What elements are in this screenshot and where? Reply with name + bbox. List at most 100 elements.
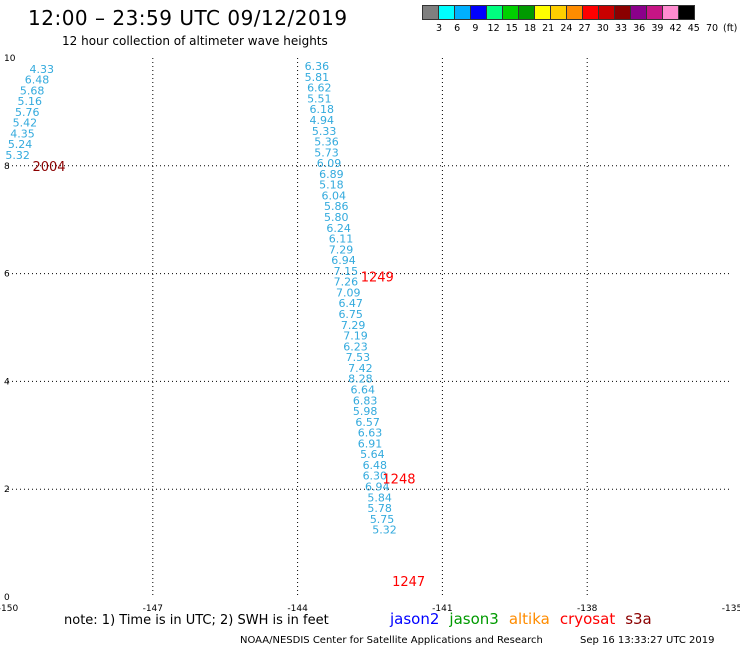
axis-tick-labels: -150 -147 -144 -141 -138 -135 0 2 4 6 8 10 [0, 54, 740, 614]
color-scale-label: 3 [435, 23, 443, 34]
credit-line: NOAA/NESDIS Center for Satellite Applica… [240, 635, 543, 646]
wave-height-point: 6.64 [351, 383, 376, 396]
wave-height-point: 5.75 [370, 513, 395, 526]
wave-height-point: 7.26 [334, 276, 359, 289]
x-tick-label: -147 [143, 604, 163, 614]
legend-entry: jason2 [390, 610, 440, 628]
wave-height-point: 6.11 [329, 233, 354, 246]
data-point-labels: 4.336.485.685.165.765.424.355.245.326.36… [5, 60, 396, 537]
wave-height-point: 5.33 [312, 125, 337, 138]
legend-entry: jason3 [449, 610, 499, 628]
wave-height-point: 5.16 [17, 95, 42, 108]
wave-height-point: 5.68 [20, 84, 45, 97]
wave-height-point: 5.42 [13, 117, 38, 130]
x-tick-label: -150 [0, 604, 18, 614]
color-scale-label: 27 [578, 23, 591, 34]
color-scale-labels: 3 6 9 12 15 18 21 24 27 30 33 36 39 42 45 70 (ft) [422, 23, 737, 35]
color-scale-label: 45 [687, 23, 700, 34]
wave-height-point: 5.98 [353, 405, 378, 418]
color-scale-label: 24 [560, 23, 573, 34]
wave-height-point: 7.29 [329, 243, 354, 256]
track-time-label: 2004 [32, 160, 65, 175]
footnote: note: 1) Time is in UTC; 2) SWH is in fe… [64, 613, 329, 628]
y-tick-label: 0 [4, 593, 10, 603]
wave-height-point: 6.91 [358, 437, 383, 450]
wave-height-point: 7.42 [348, 362, 373, 375]
color-scale-label: 39 [651, 23, 664, 34]
color-scale-label: 33 [614, 23, 628, 34]
x-tick-label: -141 [432, 604, 452, 614]
wave-height-point: 6.57 [355, 416, 380, 429]
color-scale-label: 6 [454, 23, 461, 34]
color-swatch [678, 5, 695, 20]
color-scale-label: 70 [705, 23, 719, 34]
wave-height-point: 7.15 [334, 265, 359, 278]
wave-height-point: 6.24 [326, 222, 351, 235]
wave-height-point: 6.18 [309, 103, 334, 116]
wave-height-point: 6.04 [322, 189, 347, 202]
legend-entry: cryosat [559, 610, 616, 628]
wave-height-point: 6.30 [363, 470, 388, 483]
wave-height-point: 4.33 [30, 63, 55, 76]
track-time-label: 1247 [392, 575, 425, 590]
track-time-label: 1248 [382, 472, 415, 487]
color-scale-label: 15 [505, 23, 518, 34]
color-scale-label: 9 [472, 23, 479, 34]
color-scale-label: (ft) [723, 23, 738, 34]
wave-height-point: 6.48 [363, 459, 388, 472]
wave-height-point: 5.76 [15, 106, 40, 119]
track-time-label: 1249 [361, 270, 394, 285]
wave-height-point: 4.35 [10, 127, 35, 140]
wave-height-point: 4.94 [309, 114, 334, 127]
wave-height-point: 5.73 [314, 146, 339, 159]
wave-height-point: 6.63 [358, 427, 383, 440]
wave-height-point: 6.62 [307, 82, 332, 95]
wave-height-point: 5.51 [307, 92, 332, 105]
wave-height-point: 6.23 [343, 340, 368, 353]
color-scale-label: 21 [542, 23, 555, 34]
y-tick-label: 6 [4, 270, 10, 280]
chart-subtitle: 12 hour collection of altimeter wave hei… [62, 34, 328, 48]
wave-height-point: 5.80 [324, 211, 349, 224]
wave-height-point: 6.75 [338, 308, 363, 321]
color-scale-label: 12 [487, 23, 500, 34]
y-tick-label: 8 [4, 162, 10, 172]
wave-height-point: 6.48 [25, 74, 50, 87]
satellite-legend: jason2 jason3 altika cryosat s3a [390, 610, 662, 628]
wave-height-point: 6.83 [353, 394, 378, 407]
color-scale-label: 42 [669, 23, 682, 34]
color-scale-bar [422, 5, 695, 20]
wave-height-point: 6.94 [331, 254, 356, 267]
color-scale-label: 30 [596, 23, 609, 34]
track-annotations: 2004 1249 1248 1247 [32, 160, 425, 590]
x-tick-label: -144 [287, 604, 308, 614]
wave-height-point: 6.09 [317, 157, 342, 170]
legend-entry: s3a [625, 610, 652, 628]
wave-height-point: 5.24 [8, 138, 33, 151]
wave-height-point: 5.36 [314, 136, 339, 149]
wave-height-point: 6.36 [305, 60, 330, 73]
wave-height-point: 5.32 [372, 524, 397, 537]
y-tick-label: 4 [4, 377, 10, 387]
wave-height-point: 5.32 [5, 149, 30, 162]
chart-grid [8, 58, 732, 597]
wave-height-point: 7.29 [341, 319, 366, 332]
wave-height-point: 6.89 [319, 168, 344, 181]
wave-height-point: 7.53 [346, 351, 371, 364]
wave-height-point: 5.81 [305, 71, 330, 84]
color-scale-label: 36 [633, 23, 646, 34]
wave-height-point: 7.09 [336, 286, 361, 299]
wave-height-point: 6.47 [338, 297, 363, 310]
wave-height-point: 5.86 [324, 200, 349, 213]
wave-height-point: 6.94 [365, 481, 390, 494]
chart-title: 12:00 – 23:59 UTC 09/12/2019 [28, 6, 348, 30]
wave-height-point: 5.84 [367, 491, 392, 504]
wave-height-point: 5.78 [367, 502, 392, 515]
wave-height-point: 5.64 [360, 448, 385, 461]
legend-entry: altika [508, 610, 550, 628]
wave-height-point: 7.19 [343, 330, 368, 343]
color-scale-label: 18 [523, 23, 537, 34]
x-tick-label: -135 [722, 604, 740, 614]
wave-height-point: 5.18 [319, 179, 344, 192]
